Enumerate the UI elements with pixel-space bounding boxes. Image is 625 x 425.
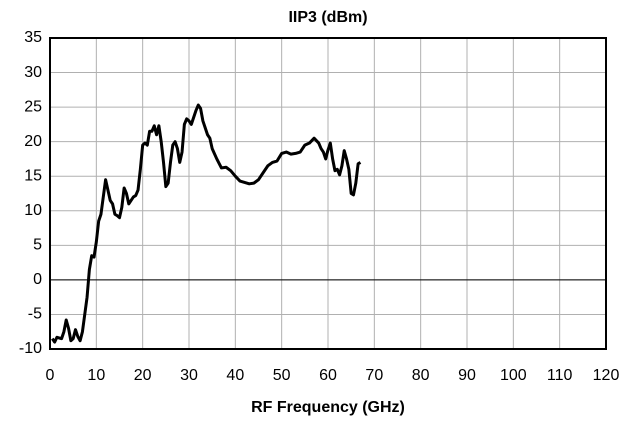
x-tick-label: 90 [458, 367, 476, 384]
x-tick-label: 70 [365, 367, 383, 384]
x-tick-label: 40 [226, 367, 244, 384]
y-tick-label: 35 [24, 29, 42, 46]
y-tick-label: 20 [24, 133, 42, 150]
y-tick-label: 15 [24, 167, 42, 184]
y-tick-label: -5 [28, 306, 42, 323]
x-tick-label: 0 [46, 367, 55, 384]
x-tick-label: 80 [412, 367, 430, 384]
x-tick-label: 20 [134, 367, 152, 384]
x-tick-label: 110 [547, 367, 573, 384]
y-tick-label: 10 [24, 202, 42, 219]
x-tick-label: 10 [87, 367, 105, 384]
x-axis-label: RF Frequency (GHz) [251, 399, 405, 416]
plot-frame [49, 37, 607, 350]
y-tick-label: 30 [24, 64, 42, 81]
y-tick-label: 0 [33, 271, 42, 288]
y-tick-label: 5 [33, 237, 42, 254]
x-tick-label: 30 [180, 367, 198, 384]
chart-title: IIP3 (dBm) [288, 9, 367, 26]
x-tick-label: 100 [500, 367, 527, 384]
y-tick-label: 25 [24, 98, 42, 115]
x-tick-label: 120 [593, 367, 620, 384]
x-tick-label: 60 [319, 367, 337, 384]
x-tick-label: 50 [273, 367, 291, 384]
y-tick-label: -10 [19, 340, 42, 357]
data-line [51, 103, 362, 344]
